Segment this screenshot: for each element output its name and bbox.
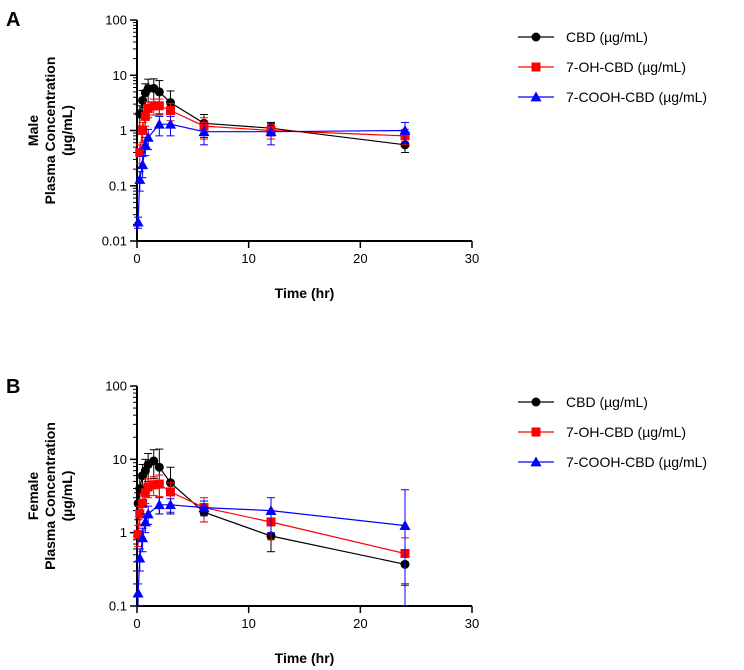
chart-b-x-tick-label: 0 [133, 616, 140, 631]
chart-b-y-axis-title: Plasma Concentration [42, 422, 58, 570]
chart-a-data-point [142, 131, 154, 142]
chart-a-data-point [265, 126, 277, 137]
chart-a-data-point [134, 173, 146, 184]
chart-b-data-point [138, 498, 148, 508]
chart-a-legend-label: CBD (µg/mL) [566, 29, 648, 45]
chart-b-x-axis-title: Time (hr) [275, 650, 335, 666]
chart-a-data-point [143, 104, 153, 114]
chart-a-data-point [154, 87, 164, 97]
chart-b-legend-marker [530, 456, 542, 467]
chart-b-legend: CBD (µg/mL) 7-OH-CBD (µg/mL) 7-COOH-CBD (µ… [518, 394, 707, 470]
chart-b-data-point [399, 520, 411, 530]
chart-a-legend: CBD (µg/mL) 7-OH-CBD (µg/mL) 7-COOH-CBD (µ… [518, 29, 707, 105]
chart-b-legend-marker [531, 397, 541, 407]
chart-a-data-point [399, 125, 411, 135]
chart-a-data-point [154, 101, 164, 111]
chart-b-legend-label: 7-COOH-CBD (µg/mL) [566, 454, 707, 470]
chart-b-data-point [154, 462, 164, 472]
chart-a-x-tick-label: 10 [241, 251, 255, 266]
chart-panel-b: 0.1 1 10 100 0 10 20 30 Time (hr) Female Plasma Co… [25, 379, 707, 667]
chart-a-data-point [166, 98, 175, 108]
chart-a-data-point [153, 118, 165, 129]
chart-b-series-1 [133, 448, 410, 585]
chart-a-y-tick-label: 100 [105, 13, 127, 28]
chart-a-y-tick-label: 0.01 [102, 234, 127, 249]
chart-a-y-tick-label: 10 [113, 68, 127, 83]
chart-a-y-axis-title: Plasma Concentration [42, 57, 58, 205]
chart-b-data-point [149, 480, 159, 490]
chart-a-legend-marker [531, 32, 541, 42]
chart-b-data-point [133, 529, 143, 539]
chart-b-data-point [134, 552, 146, 563]
chart-b-data-point [198, 502, 210, 512]
chart-a-y-axis-title: Male [25, 115, 41, 146]
chart-b-data-point [137, 532, 149, 543]
chart-b-x-tick-label: 30 [465, 616, 479, 631]
panel-label-b: B [6, 376, 20, 398]
chart-b-y-axis-title: (µg/mL) [59, 471, 75, 522]
chart-b-legend-marker [531, 427, 541, 437]
chart-b-x-tick-label: 20 [353, 616, 367, 631]
chart-b-data-point [139, 516, 151, 527]
chart-b-data-point [265, 505, 277, 515]
chart-b-data-point [154, 479, 164, 489]
chart-a-data-point [140, 111, 150, 121]
chart-a-data-point [138, 95, 148, 105]
chart-b-y-tick-label: 1 [120, 525, 127, 540]
chart-b-data-point [143, 482, 153, 492]
chart-a-x-tick-label: 20 [353, 251, 367, 266]
chart-b-data-point [166, 487, 175, 497]
chart-a-series-1 [135, 78, 410, 153]
chart-b-legend-label: CBD (µg/mL) [566, 394, 648, 410]
chart-a-x-axis-title: Time (hr) [275, 285, 335, 301]
chart-a-y-axis-title: (µg/mL) [59, 105, 75, 156]
chart-a-legend-label: 7-COOH-CBD (µg/mL) [566, 89, 707, 105]
chart-a-y-tick-label: 0.1 [109, 178, 127, 193]
chart-a-x-tick-label: 0 [133, 251, 140, 266]
chart-a-data-point [198, 126, 210, 137]
chart-a-legend-marker [531, 62, 541, 72]
chart-a-data-point [139, 139, 151, 150]
chart-a-data-point [138, 126, 148, 135]
chart-b-series-line [137, 504, 406, 594]
chart-b-data-point [142, 508, 154, 519]
chart-a-data-point [149, 101, 159, 111]
chart-a-data-point [132, 216, 144, 227]
chart-b-y-tick-label: 10 [113, 452, 127, 467]
chart-b-data-point [149, 456, 159, 466]
chart-b-data-point [135, 509, 145, 519]
chart-b-y-axis-title: Female [25, 472, 41, 520]
panel-label-a: A [6, 9, 20, 31]
chart-panel-a: 0.01 0.1 1 10 100 0 10 20 30 Time (hr) Male Plasma … [25, 13, 707, 302]
chart-b-data-point [132, 587, 144, 598]
chart-b-legend-label: 7-OH-CBD (µg/mL) [566, 424, 686, 440]
chart-b-x-tick-label: 10 [241, 616, 255, 631]
chart-a-series-3 [132, 115, 411, 229]
chart-b-y-tick-label: 0.1 [109, 599, 127, 614]
chart-b-y-tick-label: 100 [105, 379, 127, 394]
chart-b-data-point [165, 499, 176, 510]
chart-a-data-point [165, 118, 176, 129]
chart-a-data-point [166, 106, 175, 116]
chart-a-data-point [137, 159, 149, 170]
chart-a-x-tick-label: 30 [465, 251, 479, 266]
chart-a-legend-marker [530, 91, 542, 102]
chart-b-series-2 [133, 474, 410, 587]
chart-a-data-point [135, 147, 145, 157]
chart-a-legend-label: 7-OH-CBD (µg/mL) [566, 59, 686, 75]
chart-a-y-tick-label: 1 [120, 123, 127, 138]
chart-b-data-point [140, 488, 150, 498]
chart-b-series-3 [132, 489, 411, 607]
chart-b-data-point [153, 499, 165, 510]
